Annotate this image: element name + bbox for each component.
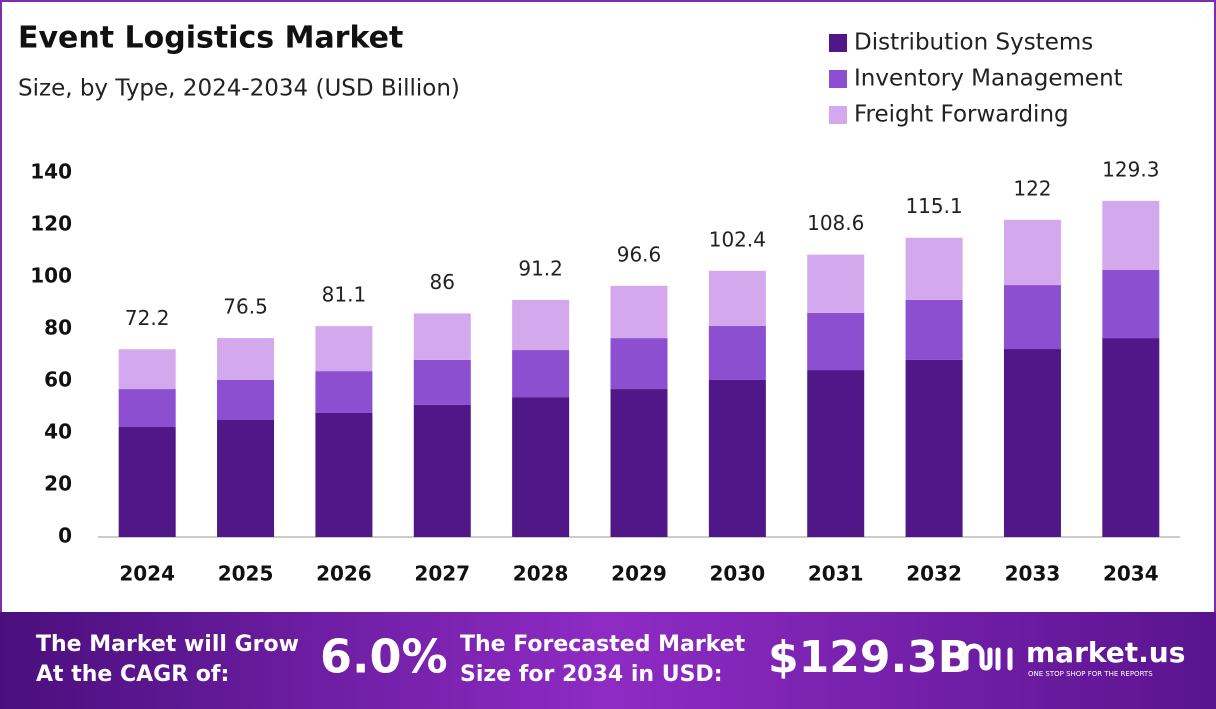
- bar-segment: [512, 397, 570, 537]
- x-tick-label: 2025: [218, 562, 274, 586]
- total-label: 122: [1013, 176, 1051, 200]
- total-label: 96.6: [617, 242, 662, 266]
- bar-segment: [610, 285, 668, 339]
- y-tick-label: 60: [44, 368, 72, 392]
- legend-swatch: [829, 106, 847, 124]
- x-tick-label: 2031: [808, 562, 864, 586]
- total-label: 129.3: [1102, 157, 1159, 181]
- brand-logo: [963, 643, 1013, 671]
- bar-segment: [610, 389, 668, 537]
- bar-segment: [708, 270, 766, 326]
- y-tick-label: 100: [30, 264, 72, 288]
- y-tick-label: 40: [44, 420, 72, 444]
- x-tick-label: 2034: [1103, 562, 1159, 586]
- bar-segment: [512, 299, 570, 351]
- y-tick-label: 140: [30, 160, 72, 184]
- bar-segment: [118, 427, 176, 537]
- forecast-value: $129.3B: [768, 632, 971, 683]
- bar-segment: [315, 326, 373, 372]
- legend-label: Inventory Management: [854, 66, 1123, 92]
- total-label: 76.5: [223, 295, 268, 319]
- legend-label: Distribution Systems: [854, 30, 1093, 56]
- bar-segment: [610, 338, 668, 390]
- forecast-label: The Forecasted Market: [460, 632, 746, 657]
- bar-segment: [118, 389, 176, 428]
- x-tick-label: 2028: [513, 562, 569, 586]
- x-tick-label: 2033: [1005, 562, 1061, 586]
- cagr-label: At the CAGR of:: [36, 662, 229, 687]
- bar-segment: [217, 379, 275, 420]
- bar-segment: [217, 420, 275, 537]
- total-label: 86: [430, 270, 455, 294]
- y-tick-label: 80: [44, 316, 72, 340]
- footer-band: [0, 612, 1216, 709]
- y-tick-label: 20: [44, 472, 72, 496]
- bar-segment: [413, 313, 471, 360]
- chart-subtitle: Size, by Type, 2024-2034 (USD Billion): [18, 76, 460, 102]
- bar-segment: [905, 299, 963, 360]
- forecast-label: Size for 2034 in USD:: [460, 662, 723, 687]
- bar-segment: [1003, 285, 1061, 350]
- bar-segment: [413, 359, 471, 405]
- legend-swatch: [829, 70, 847, 88]
- brand-tagline: ONE STOP SHOP FOR THE REPORTS: [1028, 670, 1153, 678]
- bar-segment: [315, 412, 373, 537]
- bar-segment: [413, 404, 471, 537]
- bar-segment: [708, 379, 766, 537]
- x-tick-label: 2029: [611, 562, 667, 586]
- bar-segment: [217, 338, 275, 380]
- cagr-label: The Market will Grow: [36, 632, 299, 657]
- total-label: 72.2: [125, 306, 170, 330]
- x-tick-label: 2026: [316, 562, 372, 586]
- bar-segment: [905, 359, 963, 537]
- y-tick-label: 0: [58, 524, 72, 548]
- total-label: 102.4: [709, 227, 766, 251]
- bar-segment: [807, 254, 865, 313]
- total-label: 91.2: [518, 256, 563, 280]
- total-label: 115.1: [905, 194, 962, 218]
- bar-segment: [905, 237, 963, 300]
- x-tick-label: 2027: [414, 562, 470, 586]
- bar-segment: [807, 370, 865, 537]
- y-tick-label: 120: [30, 212, 72, 236]
- bar-segment: [708, 325, 766, 380]
- x-tick-label: 2030: [710, 562, 766, 586]
- cagr-value: 6.0%: [320, 630, 448, 684]
- bar-segment: [315, 371, 373, 413]
- bar-segment: [1102, 338, 1160, 537]
- bar-segment: [1003, 219, 1061, 286]
- chart-title: Event Logistics Market: [18, 21, 403, 56]
- total-label: 81.1: [322, 283, 367, 307]
- x-tick-label: 2024: [119, 562, 175, 586]
- bar-segment: [1003, 349, 1061, 537]
- total-label: 108.6: [807, 211, 864, 235]
- x-tick-label: 2032: [906, 562, 962, 586]
- bar-segment: [118, 349, 176, 390]
- bar-segment: [807, 312, 865, 371]
- bar-segment: [1102, 269, 1160, 339]
- legend-label: Freight Forwarding: [854, 102, 1069, 128]
- bar-segment: [512, 350, 570, 398]
- legend-swatch: [829, 34, 847, 52]
- brand: market.us: [1026, 636, 1185, 669]
- bar-segment: [1102, 200, 1160, 270]
